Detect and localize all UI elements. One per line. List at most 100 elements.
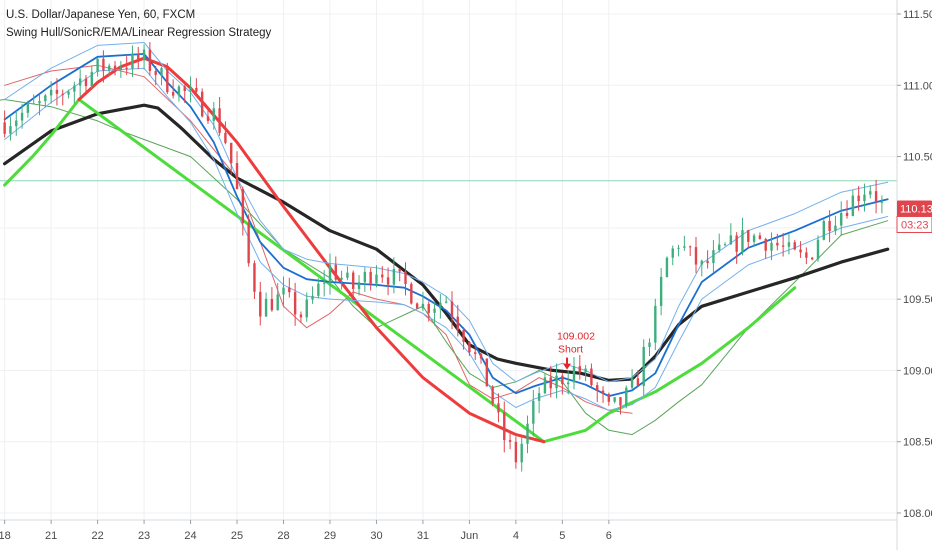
- candle-body: [38, 101, 41, 104]
- candle-body: [659, 276, 663, 306]
- candle-body: [444, 301, 448, 303]
- candle-body: [212, 108, 215, 121]
- candle-body: [822, 220, 825, 240]
- signal-action-text: Short: [558, 344, 583, 356]
- candle-body: [410, 283, 413, 304]
- candle-body: [840, 212, 843, 226]
- time-tick-label: 25: [231, 530, 243, 542]
- candle-body: [700, 260, 703, 265]
- time-tick-label: Jun: [461, 530, 479, 542]
- candle-body: [654, 305, 657, 343]
- candle-body: [334, 264, 337, 280]
- candle-body: [572, 366, 576, 383]
- candle-body: [665, 257, 669, 277]
- candle-body: [752, 235, 756, 242]
- time-tick-label: 6: [606, 530, 612, 542]
- price-tick-label: 111.000: [903, 80, 932, 92]
- candle-body: [735, 235, 738, 252]
- candle-body: [206, 116, 210, 121]
- candle-body: [154, 71, 157, 75]
- candle-body: [171, 92, 175, 96]
- time-tick-label: 24: [184, 530, 196, 542]
- candle-body: [427, 303, 430, 313]
- price-tick-label: 108.500: [903, 437, 932, 449]
- last-price-tag: [897, 200, 932, 217]
- candle-body: [863, 194, 866, 202]
- candle-body: [706, 260, 709, 264]
- candle-body: [224, 132, 227, 143]
- price-axis-bg: [897, 0, 932, 550]
- candle-body: [508, 440, 512, 442]
- strategy-title[interactable]: Swing Hull/SonicR/EMA/Linear Regression …: [6, 27, 272, 39]
- candle-body: [189, 87, 192, 92]
- last-price-text: 110.136: [900, 203, 932, 215]
- symbol-title[interactable]: U.S. Dollar/Japanese Yen, 60, FXCM: [6, 9, 196, 21]
- candle-body: [874, 191, 878, 203]
- candle-body: [352, 272, 355, 289]
- candle-body: [816, 239, 820, 260]
- candle-body: [741, 230, 744, 252]
- candle-body: [468, 341, 471, 353]
- time-tick-label: 4: [513, 530, 519, 542]
- candle-body: [630, 378, 634, 388]
- grid: [0, 0, 897, 520]
- candle-body: [392, 268, 396, 285]
- candle-body: [398, 268, 401, 272]
- candle-body: [328, 264, 332, 283]
- candle-body: [520, 443, 523, 463]
- candle-body: [247, 223, 250, 264]
- candle-body: [747, 230, 750, 242]
- candle-body: [799, 249, 802, 253]
- candle-body: [596, 385, 599, 391]
- candle-body: [166, 68, 169, 93]
- time-tick-label: 23: [138, 530, 150, 542]
- candle-body: [439, 302, 442, 309]
- candle-body: [450, 301, 454, 317]
- time-tick-label: 18: [0, 530, 11, 542]
- candle-body: [648, 342, 651, 347]
- candle-body: [474, 352, 477, 354]
- countdown-tag: [896, 215, 932, 233]
- candle-body: [200, 91, 204, 117]
- time-axis[interactable]: 18 21 22 23 24 25 28 29 30 31 Jun 4 5 6: [0, 519, 897, 542]
- candle-body: [73, 85, 76, 92]
- candle-body: [20, 112, 24, 121]
- candle-body: [381, 274, 384, 278]
- candle-body: [264, 298, 268, 317]
- candle-body: [497, 403, 500, 413]
- candle-body: [108, 65, 111, 71]
- candle-body: [601, 390, 605, 395]
- candle-body: [363, 271, 367, 283]
- time-tick-label: 31: [417, 530, 429, 542]
- short-signal: 109.002 Short: [557, 331, 595, 370]
- candle-body: [270, 298, 274, 311]
- candle-body: [90, 71, 93, 87]
- candle-body: [235, 163, 239, 190]
- time-tick-label: 29: [324, 530, 336, 542]
- candle-body: [183, 86, 186, 92]
- candle-body: [49, 89, 53, 96]
- time-tick-label: 30: [370, 530, 382, 542]
- series-ema-mid: [3, 53, 889, 397]
- candle-body: [869, 191, 872, 195]
- candle-body: [462, 329, 465, 342]
- candle-body: [386, 277, 390, 285]
- candle-body: [578, 366, 581, 373]
- candle-body: [543, 377, 547, 394]
- candle-body: [485, 358, 489, 387]
- candle-body: [15, 120, 18, 127]
- price-axis[interactable]: 111.500111.000110.500110.000109.500109.0…: [896, 0, 932, 550]
- candle-body: [84, 78, 88, 87]
- candle-body: [369, 271, 372, 284]
- candle-body: [590, 368, 593, 386]
- candle-body: [770, 242, 773, 251]
- candle-body: [834, 225, 837, 232]
- series-layer: [0, 42, 890, 444]
- candle-body: [677, 247, 680, 249]
- candle-body: [683, 246, 686, 248]
- candle-body: [456, 316, 459, 330]
- candle-body: [805, 252, 808, 258]
- candle-body: [712, 250, 715, 264]
